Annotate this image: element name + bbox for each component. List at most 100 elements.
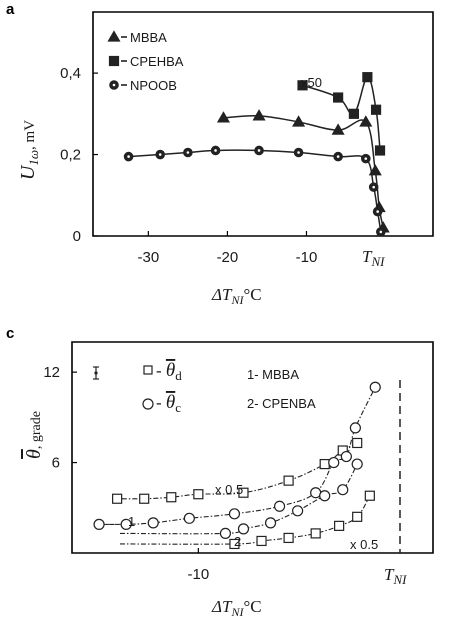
x-label-sub-a: NI: [230, 293, 244, 307]
legend-label-cpehba: CPEHBA: [130, 54, 184, 69]
point-c-1: [340, 450, 352, 463]
point-c-0: [166, 492, 177, 503]
point-cpehba: [374, 145, 386, 156]
y-axis-label-c: θ, grade: [23, 411, 45, 459]
point-mbba: [359, 115, 373, 127]
point-mbba: [292, 115, 306, 127]
annotation-x50: x50: [301, 75, 322, 90]
point-c-3: [351, 458, 363, 470]
point-c-3: [264, 517, 277, 529]
tick-group-c: -10 6 12: [43, 364, 209, 583]
point-c-2: [334, 520, 345, 531]
legend-theta-d: - θd: [156, 360, 182, 383]
y-tick-label-a: 0,4: [60, 65, 81, 82]
y-tick-label-c: 12: [43, 364, 60, 381]
legend-a: MBBA CPEHBA NPOOB: [107, 30, 184, 93]
point-c-3: [292, 505, 304, 517]
x-label-main-c: ΔT: [211, 597, 233, 616]
tni-label-a: TNI: [362, 247, 385, 269]
point-c-1: [349, 422, 361, 434]
annotation-curve-2: 2: [234, 534, 241, 549]
tni-sub-a: NI: [370, 254, 385, 269]
y-tick-label-c: 6: [52, 455, 60, 472]
tni-main-c: T: [384, 565, 395, 584]
point-c-0: [193, 489, 204, 500]
x-tick-label-c: -10: [188, 566, 210, 583]
point-mbba: [331, 123, 345, 135]
legend-label-npoob: NPOOB: [130, 78, 177, 93]
plot-frame-c: [71, 341, 434, 554]
point-c-0: [238, 487, 249, 498]
point-cpehba: [370, 104, 382, 115]
point-c-1: [183, 512, 195, 524]
legend-marker-cpehba: [108, 55, 120, 67]
y-label-main-a: U: [17, 164, 39, 180]
point-c-2: [229, 538, 240, 550]
legend-c: - θd - θc 1- MBBA 2- CPENBA: [142, 360, 316, 415]
svg-text:θ, grade: θ, grade: [23, 411, 45, 459]
tni-label-c: TNI: [384, 565, 407, 587]
series-line-c-0: [115, 442, 358, 500]
legend-marker-mbba: [107, 30, 121, 42]
point-mbba: [216, 111, 231, 123]
point-cpehba: [348, 108, 360, 119]
point-c-1: [273, 500, 286, 512]
annotation-x05-lower: x 0.5: [350, 537, 378, 552]
point-cpehba: [297, 80, 308, 91]
tni-main-a: T: [362, 247, 373, 266]
legend-name-mbba: 1- MBBA: [247, 367, 299, 382]
point-c-2: [310, 528, 321, 539]
point-cpehba: [333, 92, 344, 103]
point-c-2: [352, 511, 363, 522]
y-tick-label-a: 0,2: [60, 147, 81, 164]
legend-circle-marker: [142, 398, 154, 410]
x-tick-label-a: -30: [138, 249, 160, 266]
legend-square-marker: [143, 365, 153, 375]
point-c-1: [93, 518, 105, 530]
tick-group-a: -30 -20 -10 0 0,2 0,4: [60, 65, 317, 266]
x-tick-label-a: -20: [217, 249, 239, 266]
point-c-3: [219, 527, 232, 540]
plot-frame-a: [92, 11, 434, 237]
x-label-sub-c: NI: [230, 605, 244, 619]
point-c-3: [337, 484, 349, 496]
series-line-c-1: [98, 386, 376, 526]
markers-c: [93, 381, 381, 550]
curves-a: [128, 76, 384, 233]
point-c-1: [328, 456, 340, 469]
point-c-2: [364, 490, 375, 501]
legend-name-cpenba: 2- CPENBA: [247, 396, 316, 411]
annotation-x05-upper: x 0.5: [215, 482, 243, 497]
panel-label-a: a: [6, 1, 15, 18]
y-label-unit-a: , mV: [22, 120, 38, 150]
point-c-3: [319, 490, 331, 502]
legend-label-mbba: MBBA: [130, 30, 167, 45]
x-tick-label-a: -10: [296, 249, 318, 266]
point-c-1: [369, 381, 381, 393]
point-mbba: [368, 164, 382, 176]
error-bar-icon: [93, 366, 99, 380]
x-label-unit-c: °C: [243, 597, 261, 616]
chart-panel-c: c -10 6 12 - θd - θc 1- MBBA 2- CPENBA x 0…: [6, 325, 434, 619]
series-line-mbba: [223, 114, 384, 228]
chart-panel-a: a -30 -20 -10 0 0,2 0,4 MBBA CPEHBA NPOOB x50…: [6, 1, 434, 307]
point-cpehba: [362, 72, 373, 83]
point-c-2: [256, 535, 267, 547]
point-c-0: [352, 437, 363, 449]
point-c-1: [228, 508, 241, 520]
point-c-1: [120, 518, 132, 530]
panel-label-c: c: [6, 325, 14, 342]
x-label-main-a: ΔT: [211, 285, 233, 304]
point-c-0: [139, 493, 150, 504]
y-tick-label-a: 0: [73, 228, 81, 245]
point-c-3: [237, 523, 250, 535]
y-label-unit-c: , grade: [29, 411, 44, 449]
x-axis-label-c: ΔTNI°C: [211, 597, 262, 619]
point-c-0: [112, 493, 123, 504]
x-axis-label-a: ΔTNI°C: [211, 285, 262, 307]
tni-sub-c: NI: [392, 572, 407, 587]
point-mbba: [252, 109, 266, 121]
series-line-npoob: [128, 149, 382, 233]
legend-theta-c: - θc: [156, 392, 181, 415]
